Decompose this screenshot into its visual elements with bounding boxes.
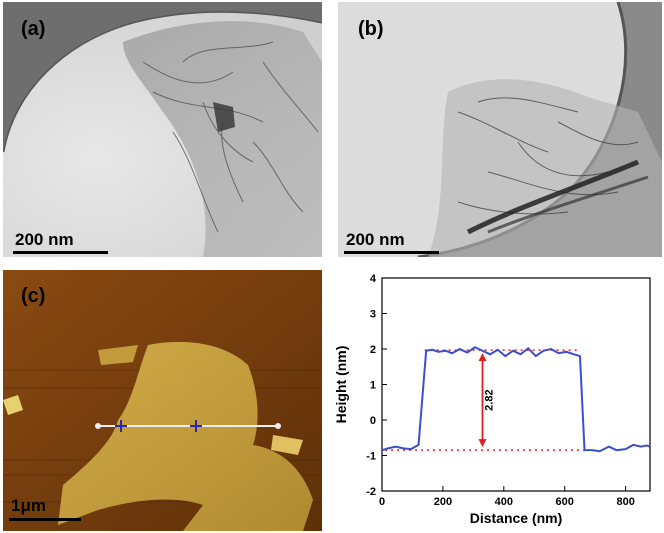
scale-bar-b xyxy=(344,251,439,254)
y-tick-label: -2 xyxy=(366,486,376,498)
panel-label-c: (c) xyxy=(21,285,46,307)
y-tick-label: 1 xyxy=(370,380,376,392)
y-tick-label: 4 xyxy=(370,273,377,285)
panel-label-b: (b) xyxy=(358,18,384,40)
x-tick-label: 400 xyxy=(495,496,513,508)
plot-frame xyxy=(381,277,651,492)
tem-image-b xyxy=(338,2,662,257)
height-annotation-label: 2.82 xyxy=(484,389,496,410)
panel-b: (b) 200 nm xyxy=(338,2,662,257)
arrow-head-down xyxy=(478,439,487,448)
scale-bar-a xyxy=(13,251,108,254)
x-tick-label: 600 xyxy=(556,496,574,508)
y-tick-label: 3 xyxy=(370,309,376,321)
y-axis-label: Height (nm) xyxy=(333,346,349,424)
panel-a: (a) 200 nm xyxy=(3,2,322,257)
height-profile-line xyxy=(381,346,651,453)
panel-label-a: (a) xyxy=(21,18,46,40)
y-tick-label: 2 xyxy=(370,344,376,356)
panel-c: (c) 1μm xyxy=(3,270,322,531)
scale-label-c: 1μm xyxy=(11,496,46,515)
x-tick-label: 800 xyxy=(616,496,634,508)
scale-label-a: 200 nm xyxy=(15,230,74,249)
x-tick-label: 0 xyxy=(379,496,385,508)
afm-image-c xyxy=(3,270,322,531)
x-tick-label: 200 xyxy=(434,496,452,508)
arrow-head-up xyxy=(478,353,487,362)
y-tick-label: -1 xyxy=(366,451,376,463)
scale-bar-c xyxy=(9,518,81,521)
scale-label-b: 200 nm xyxy=(346,230,405,249)
height-profile-chart: 0 200 400 600 800 -2 -1 0 1 2 3 4 2.82 Distance (nm… xyxy=(333,273,651,526)
tem-image-a xyxy=(3,2,322,257)
height-profile-panel: 0 200 400 600 800 -2 -1 0 1 2 3 4 2.82 Distance (nm… xyxy=(330,265,664,533)
y-tick-label: 0 xyxy=(370,415,376,427)
x-axis-label: Distance (nm) xyxy=(470,510,563,526)
